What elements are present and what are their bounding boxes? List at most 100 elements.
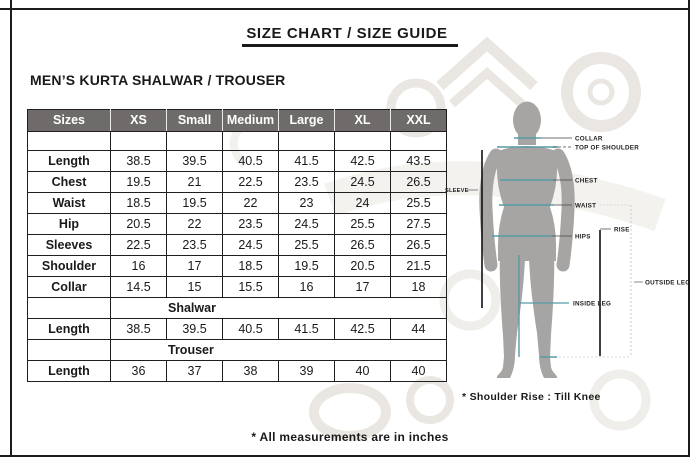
table-row: Waist 18.5 19.5 22 23 24 25.5 [27, 192, 447, 214]
size-value: 26.5 [390, 171, 447, 193]
size-value: 23.5 [166, 234, 223, 256]
rise-label: RISE [614, 227, 630, 234]
table-row: Length 38.5 39.5 40.5 41.5 42.5 44 [27, 318, 447, 340]
size-value: 21 [166, 171, 223, 193]
size-value: 24.5 [334, 171, 391, 193]
size-value: 17 [166, 255, 223, 277]
section-title-row: Trouser [27, 339, 447, 361]
size-value: 22 [222, 192, 279, 214]
measurement-lines [467, 137, 643, 358]
size-value: 27.5 [390, 213, 447, 235]
column-header: Medium [222, 109, 279, 132]
collar-label: COLLAR [575, 136, 603, 143]
size-value: 20.5 [110, 213, 167, 235]
size-value: 17 [334, 276, 391, 298]
size-value: 26.5 [334, 234, 391, 256]
size-value: 41.5 [278, 150, 335, 172]
top-of-shoulder-label: TOP OF SHOULDER [575, 145, 639, 152]
frame-border-bottom [0, 455, 690, 457]
size-value: 38.5 [110, 318, 167, 340]
size-value: 20.5 [334, 255, 391, 277]
size-value: 18.5 [110, 192, 167, 214]
size-value: 15 [166, 276, 223, 298]
size-value: 19.5 [110, 171, 167, 193]
row-label: Sleeves [27, 234, 111, 256]
male-silhouette [479, 101, 575, 378]
size-value: 24.5 [222, 234, 279, 256]
table-row: Sleeves 22.5 23.5 24.5 25.5 26.5 26.5 [27, 234, 447, 256]
frame-border-top [0, 8, 690, 10]
size-value: 41.5 [278, 318, 335, 340]
section-heading: MEN’S KURTA SHALWAR / TROUSER [30, 72, 286, 88]
size-value: 39.5 [166, 150, 223, 172]
size-value: 38.5 [110, 150, 167, 172]
size-value: 44 [390, 318, 447, 340]
frame-border-left [10, 0, 12, 457]
size-value: 23.5 [222, 213, 279, 235]
size-value: 42.5 [334, 150, 391, 172]
row-label: Collar [27, 276, 111, 298]
size-value: 22.5 [222, 171, 279, 193]
table-row: Collar 14.5 15 15.5 16 17 18 [27, 276, 447, 298]
chest-label: CHEST [575, 178, 598, 185]
column-header: Large [278, 109, 335, 132]
size-value: 25.5 [334, 213, 391, 235]
spacer-row [27, 131, 447, 151]
size-value: 19.5 [278, 255, 335, 277]
outside-leg-label: OUTSIDE LEG [645, 280, 690, 287]
size-value: 19.5 [166, 192, 223, 214]
size-value: 24 [334, 192, 391, 214]
size-value: 25.5 [278, 234, 335, 256]
waist-label: WAIST [575, 203, 596, 210]
row-label: Length [27, 360, 111, 382]
size-value: 40.5 [222, 150, 279, 172]
size-value: 42.5 [334, 318, 391, 340]
page-title: SIZE CHART / SIZE GUIDE [0, 25, 700, 47]
measurement-labels: COLLAR TOP OF SHOULDER CHEST WAIST HIPS … [445, 136, 690, 308]
table-row: Hip 20.5 22 23.5 24.5 25.5 27.5 [27, 213, 447, 235]
size-value: 26.5 [390, 234, 447, 256]
size-value: 40 [390, 360, 447, 382]
size-value: 25.5 [390, 192, 447, 214]
section-title: Shalwar [110, 297, 447, 319]
row-label: Length [27, 318, 111, 340]
table-header-row: Sizes XS Small Medium Large XL XXL [27, 109, 447, 132]
column-header: Sizes [27, 109, 111, 132]
size-value: 21.5 [390, 255, 447, 277]
size-value: 39 [278, 360, 335, 382]
column-header: XL [334, 109, 391, 132]
size-value: 15.5 [222, 276, 279, 298]
size-value: 40.5 [222, 318, 279, 340]
size-value: 24.5 [278, 213, 335, 235]
sleeve-label: SLEEVE [445, 188, 469, 194]
size-value: 38 [222, 360, 279, 382]
size-value: 22.5 [110, 234, 167, 256]
size-value: 16 [278, 276, 335, 298]
size-value: 23.5 [278, 171, 335, 193]
shoulder-rise-note: * Shoulder Rise : Till Knee [462, 391, 601, 403]
size-value: 14.5 [110, 276, 167, 298]
measurement-figure: COLLAR TOP OF SHOULDER CHEST WAIST HIPS … [445, 101, 690, 378]
size-value: 39.5 [166, 318, 223, 340]
size-table: Sizes XS Small Medium Large XL XXL Lengt… [27, 109, 447, 382]
size-value: 18.5 [222, 255, 279, 277]
row-label: Chest [27, 171, 111, 193]
column-header: XXL [390, 109, 447, 132]
section-title-row: Shalwar [27, 297, 447, 319]
column-header: Small [166, 109, 223, 132]
table-row: Length 36 37 38 39 40 40 [27, 360, 447, 382]
size-value: 37 [166, 360, 223, 382]
section-title: Trouser [110, 339, 447, 361]
size-value: 36 [110, 360, 167, 382]
size-value: 18 [390, 276, 447, 298]
size-value: 23 [278, 192, 335, 214]
hips-label: HIPS [575, 234, 591, 241]
table-row: Shoulder 16 17 18.5 19.5 20.5 21.5 [27, 255, 447, 277]
size-value: 40 [334, 360, 391, 382]
row-label: Length [27, 150, 111, 172]
page-title-text: SIZE CHART / SIZE GUIDE [242, 25, 458, 47]
size-value: 22 [166, 213, 223, 235]
row-label: Waist [27, 192, 111, 214]
frame-border-right [688, 0, 690, 457]
column-header: XS [110, 109, 167, 132]
